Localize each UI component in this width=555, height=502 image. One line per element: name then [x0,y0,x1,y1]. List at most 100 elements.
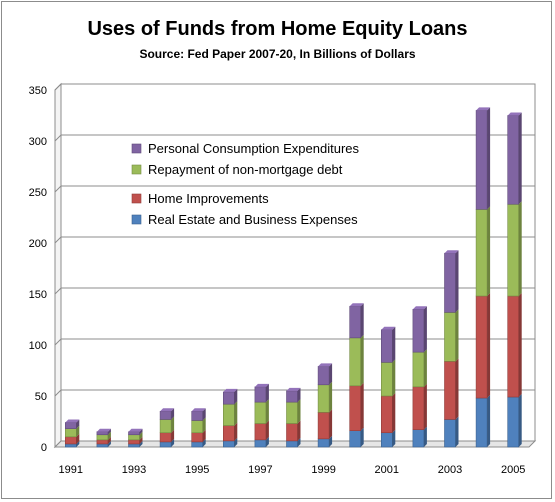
bar-segment [128,434,140,441]
bar-segment [223,391,235,405]
bar-segment-side [297,420,301,441]
bar-segment-side [423,383,427,430]
back-wall [60,83,536,442]
bar-segment [317,384,330,413]
bar-segment-side [265,420,269,440]
legend-swatch [131,143,142,154]
bar-segment-side [392,393,396,433]
legend-swatch [131,164,142,175]
bar-segment-side [455,250,459,313]
gridline-side [54,185,62,193]
bar-segment [475,209,488,297]
bar-segment-side [107,436,111,444]
bar-segment-side [234,422,238,441]
bar-segment [507,396,520,448]
bar-segment [128,443,140,448]
bar-segment-side [76,433,80,444]
bar-segment-top [476,107,491,111]
bar-segment [444,361,456,420]
bar-segment [412,429,425,448]
bar-segment [444,252,456,313]
bar-segment [65,436,77,445]
y-tick-label: 200 [29,238,47,250]
bar-segment-side [107,428,111,435]
y-tick-label: 150 [29,289,47,301]
bar-segment-side [139,428,143,435]
bar-segment-side [487,395,491,447]
bar-segment-side [329,381,333,413]
bar-segment-side [171,438,175,447]
bar-segment-side [76,419,80,429]
bar-segment-side [171,429,175,442]
bar-segment [254,386,267,403]
legend-swatch [131,193,142,204]
bar-segment [96,434,109,441]
gridline-side [54,287,62,295]
chart-subtitle: Source: Fed Paper 2007-20, In Billions o… [139,47,416,61]
bar-segment-top [223,388,238,392]
bar-segment-side [360,427,364,447]
bar-segment [159,419,172,434]
bar-segment [380,432,393,448]
bar-segment-side [518,201,522,297]
bar-segment [65,428,77,438]
y-tick-label: 100 [29,340,47,352]
bar-segment-side [297,437,301,447]
bar-segment [254,439,267,448]
gridline-side [54,83,62,91]
bar-segment [349,385,362,431]
bar-segment-top [318,363,333,367]
bar-segment [507,295,520,398]
bar-segment-side [455,309,459,362]
bar-segment [286,390,298,403]
bar-segment [349,337,362,387]
bar-segment-side [234,388,238,405]
bar-segment [380,395,393,434]
bar-segment-side [518,394,522,447]
bar-segment-side [234,401,238,426]
gridline-side [54,389,62,397]
bar-segment [317,438,330,448]
bar-segment [349,430,362,448]
bar-segment [191,410,203,421]
bar-segment-side [265,383,269,403]
bar-segment-side [423,426,427,447]
bar-segment-side [392,359,396,396]
x-tick-label: 2005 [501,464,525,476]
bar-segment-side [171,408,175,420]
bar-segment-top [191,408,206,412]
bar-segment-top [128,428,143,432]
bar-segment-side [76,440,80,447]
legend-label: Real Estate and Business Expenses [148,212,358,227]
x-tick-label: 2003 [438,464,462,476]
legend-swatch [131,214,142,225]
bar-segment [349,305,362,339]
bar-segment-top [254,383,269,387]
x-tick-label: 1991 [59,464,83,476]
bar-segment-side [518,293,522,398]
bar-segment [65,422,77,429]
bar-segment-side [487,107,491,210]
bar-segment-side [392,429,396,447]
y-tick-label: 350 [29,85,47,97]
bar-segment-side [360,382,364,431]
bar-segment [128,439,140,445]
bar-segment-side [107,431,111,440]
y-tick-label: 0 [41,442,47,454]
bar-segment-side [139,440,143,447]
bar-segment [254,423,267,441]
gridline-side [54,236,62,244]
bar-segment-side [139,436,143,444]
bar-segment [254,401,267,424]
x-tick-label: 1999 [311,464,335,476]
bar-segment-side [329,435,333,447]
bar-segment-side [234,437,238,447]
bar-segment-side [455,416,459,447]
bar-segment-side [202,438,206,447]
legend-label: Personal Consumption Expenditures [148,141,360,156]
bar-segment-side [265,436,269,447]
bar-segment-side [297,387,301,403]
bar-segment [475,397,488,448]
bar-segment [223,440,235,448]
legend-label: Repayment of non-mortgage debt [148,162,343,177]
